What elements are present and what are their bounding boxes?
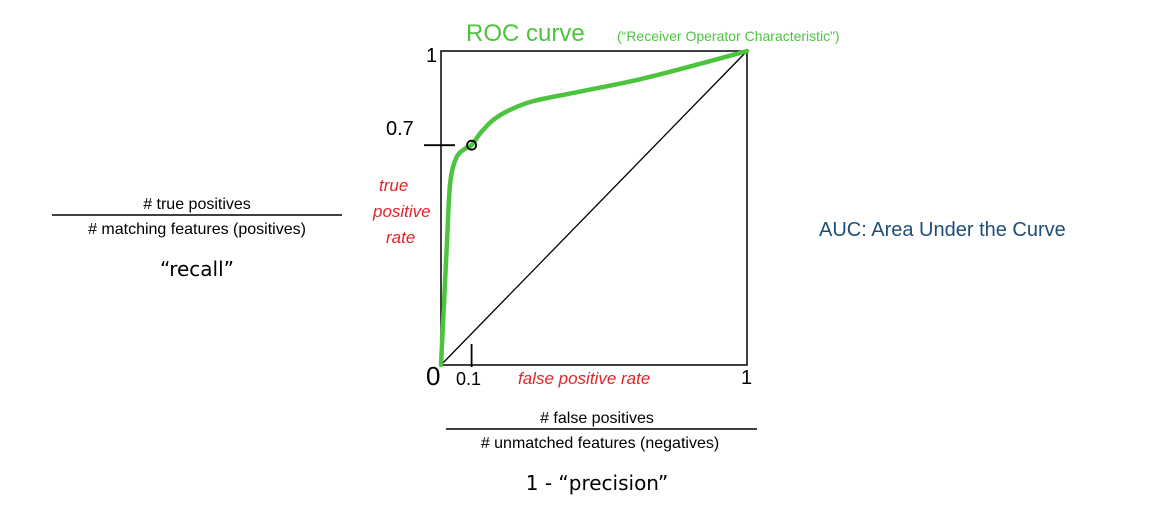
recall-name: “recall” [160,257,234,281]
y-tick-1: 1 [426,45,437,67]
x-tick-0.1: 0.1 [456,369,481,389]
fpr-numerator: # false positives [540,410,654,427]
auc-annotation: AUC: Area Under the Curve [819,219,1066,241]
operating-point-marker [466,139,478,151]
fpr-name: 1 - “precision” [526,471,669,495]
y-label-line-1: true [379,176,408,195]
y-tick-0.7: 0.7 [386,118,414,140]
chart-subtitle: (“Receiver Operator Characteristic”) [617,28,840,44]
x-axis-label: false positive rate [518,369,650,388]
random-classifier-diagonal [440,50,748,366]
x-tick-0: 0 [426,361,440,391]
roc-curve-series-0 [438,48,750,368]
recall-denominator: # matching features (positives) [88,221,306,238]
chart-title: ROC curve [466,20,585,47]
recall-numerator: # true positives [143,196,251,213]
x-tick-1: 1 [741,367,752,389]
fpr-denominator: # unmatched features (negatives) [481,435,719,452]
y-label-line-2: positive [372,202,431,221]
y-label-line-3: rate [386,228,415,247]
plot-frame [440,50,748,366]
